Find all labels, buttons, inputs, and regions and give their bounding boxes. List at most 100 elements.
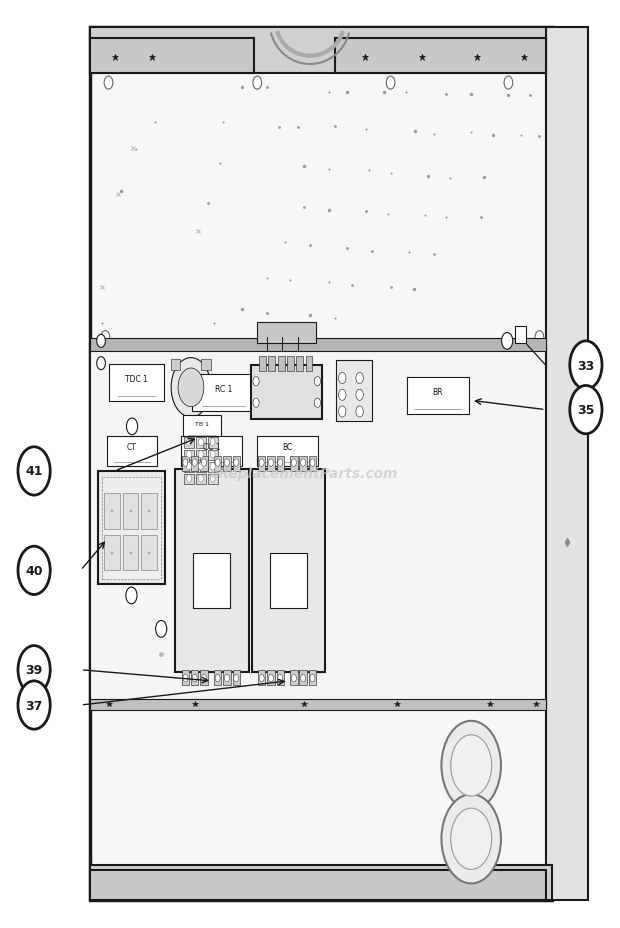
Bar [90, 28, 546, 74]
Bar [296, 356, 303, 371]
Bar [407, 378, 469, 415]
Circle shape [183, 675, 188, 682]
Bar [175, 470, 249, 672]
Text: 39: 39 [25, 664, 43, 677]
Circle shape [314, 377, 321, 386]
Text: TDC 1: TDC 1 [125, 374, 148, 383]
Bar [141, 494, 157, 529]
Bar [232, 670, 240, 685]
Bar [214, 670, 221, 685]
Circle shape [339, 406, 346, 418]
Circle shape [310, 459, 315, 467]
Bar [208, 474, 218, 484]
Circle shape [18, 547, 50, 595]
Circle shape [104, 77, 113, 90]
Circle shape [101, 331, 110, 344]
Bar [108, 365, 164, 402]
Circle shape [192, 675, 197, 682]
Bar [196, 474, 206, 484]
Circle shape [356, 406, 363, 418]
Text: eReplacementParts.com: eReplacementParts.com [210, 466, 398, 481]
Circle shape [259, 675, 264, 682]
Circle shape [192, 459, 197, 467]
Text: BR: BR [433, 387, 443, 396]
Circle shape [183, 459, 188, 467]
Circle shape [187, 463, 192, 470]
Circle shape [441, 794, 501, 883]
Circle shape [291, 459, 296, 467]
Circle shape [301, 459, 306, 467]
Bar [200, 670, 208, 685]
Bar [268, 356, 275, 371]
Circle shape [356, 390, 363, 401]
Circle shape [268, 675, 273, 682]
Bar [202, 359, 211, 370]
Bar [335, 39, 546, 74]
Bar [104, 494, 120, 529]
Circle shape [210, 451, 215, 458]
Circle shape [259, 459, 264, 467]
Bar [184, 462, 194, 472]
Bar [98, 471, 165, 585]
Circle shape [441, 721, 501, 810]
Circle shape [178, 368, 204, 407]
Circle shape [198, 451, 203, 458]
Circle shape [570, 386, 602, 434]
Bar [90, 699, 546, 710]
Circle shape [386, 77, 395, 90]
Circle shape [356, 373, 363, 384]
Circle shape [215, 459, 220, 467]
Bar [299, 457, 307, 471]
Circle shape [339, 373, 346, 384]
Bar [309, 670, 316, 685]
Bar [192, 375, 254, 412]
Bar [123, 535, 138, 571]
Circle shape [535, 331, 544, 344]
Bar [184, 438, 194, 448]
Circle shape [310, 675, 315, 682]
Bar [277, 457, 284, 471]
Bar [107, 436, 157, 467]
Circle shape [502, 333, 513, 350]
Bar [191, 670, 198, 685]
Circle shape [215, 675, 220, 682]
Bar [183, 416, 221, 439]
Bar [193, 553, 230, 609]
Bar [546, 28, 588, 900]
Bar [102, 477, 161, 579]
Bar [223, 670, 231, 685]
Circle shape [198, 439, 203, 446]
Bar [184, 450, 194, 460]
Bar [252, 470, 326, 672]
Bar [196, 450, 206, 460]
Text: 33: 33 [577, 359, 595, 372]
Circle shape [339, 390, 346, 401]
Bar [196, 438, 206, 448]
Bar [104, 535, 120, 571]
Circle shape [187, 439, 192, 446]
Circle shape [210, 439, 215, 446]
Bar [278, 356, 285, 371]
Bar [90, 865, 552, 900]
Bar [170, 359, 180, 370]
Circle shape [278, 675, 283, 682]
Bar [90, 39, 254, 74]
Circle shape [187, 451, 192, 458]
Bar [251, 366, 322, 419]
Circle shape [570, 342, 602, 390]
Circle shape [202, 675, 206, 682]
Bar [123, 494, 138, 529]
Circle shape [504, 77, 513, 90]
Text: TB 1: TB 1 [195, 421, 209, 426]
Bar [181, 436, 242, 467]
Circle shape [278, 459, 283, 467]
Circle shape [97, 335, 105, 348]
Bar [336, 361, 372, 421]
Bar [208, 438, 218, 448]
Text: 40: 40 [25, 564, 43, 577]
Circle shape [126, 419, 138, 435]
Text: RC 1: RC 1 [215, 384, 232, 393]
Bar [306, 356, 312, 371]
Bar [277, 670, 284, 685]
Bar [299, 670, 307, 685]
